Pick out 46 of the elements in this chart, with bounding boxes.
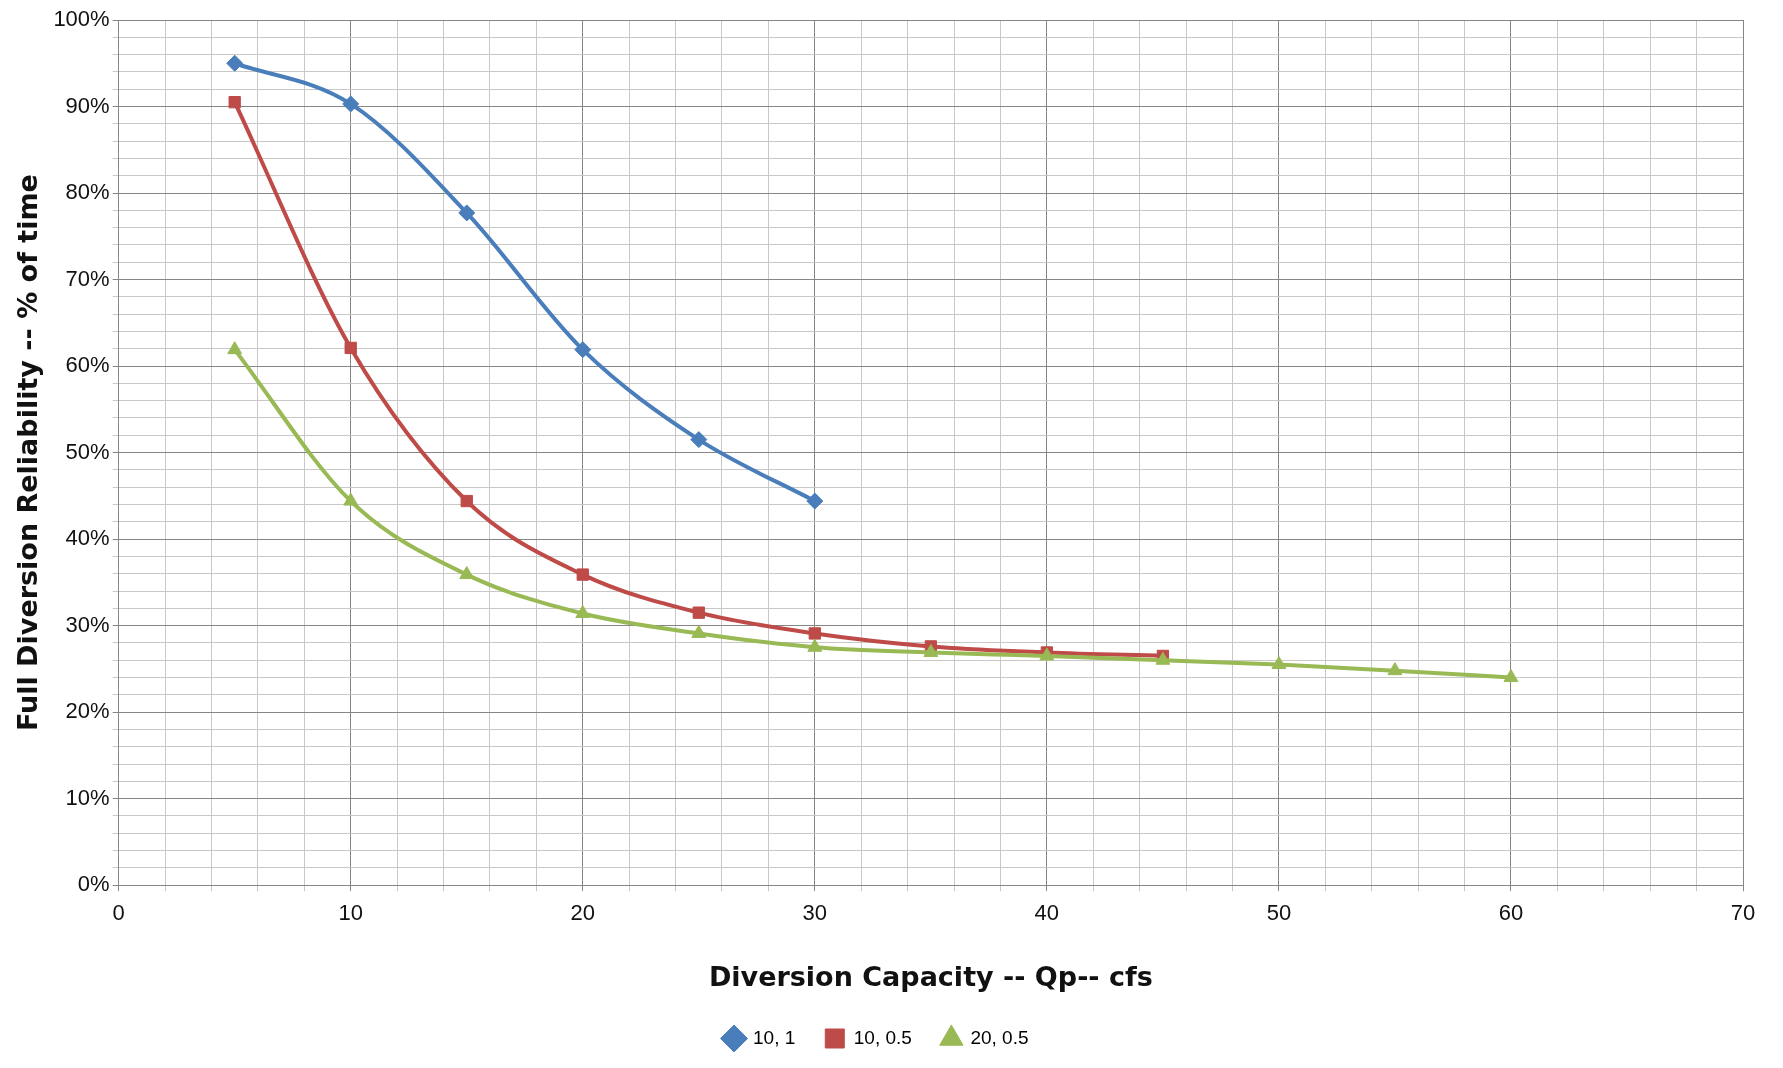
x-tick-label: 10 xyxy=(338,900,363,926)
point xyxy=(228,96,241,109)
point xyxy=(808,627,821,640)
y-tick-label: 60% xyxy=(65,352,110,378)
point xyxy=(227,341,243,355)
point xyxy=(575,605,591,619)
y-tick-label: 20% xyxy=(65,698,110,724)
y-tick-label: 40% xyxy=(65,525,110,551)
point xyxy=(1503,669,1519,683)
point xyxy=(343,492,359,506)
x-tick-label: 40 xyxy=(1034,900,1060,926)
y-axis-title: Full Diversion Reliability -- % of time xyxy=(12,174,44,732)
y-tick-label: 30% xyxy=(65,611,110,637)
point xyxy=(692,606,705,619)
legend-label: 10, 0.5 xyxy=(853,1026,912,1048)
x-tick-label: 50 xyxy=(1266,900,1292,926)
point xyxy=(691,624,707,638)
point xyxy=(1271,656,1287,670)
x-tick-label: 30 xyxy=(802,900,828,926)
point xyxy=(806,492,824,510)
x-tick-label: 70 xyxy=(1730,900,1756,926)
legend-label: 10, 1 xyxy=(753,1026,796,1048)
point xyxy=(807,638,823,652)
point xyxy=(226,54,244,72)
y-tick-label: 70% xyxy=(65,265,110,291)
x-axis-title: Diversion Capacity -- Qp-- cfs xyxy=(708,960,1153,992)
point xyxy=(344,341,357,355)
point xyxy=(923,643,939,657)
y-tick-label: 90% xyxy=(65,92,110,118)
x-tick-label: 60 xyxy=(1498,900,1524,926)
x-tick-label: 0 xyxy=(112,900,125,926)
point xyxy=(458,204,476,222)
legend-label: 20, 0.5 xyxy=(970,1026,1029,1048)
y-tick-label: 0% xyxy=(77,871,110,897)
point xyxy=(576,568,589,581)
y-tick-label: 50% xyxy=(65,438,110,464)
point xyxy=(459,566,475,580)
x-tick-label: 20 xyxy=(570,900,595,926)
y-tick-label: 80% xyxy=(65,179,110,205)
point xyxy=(690,431,708,449)
point xyxy=(1387,662,1403,676)
y-tick-label: 100% xyxy=(53,6,110,32)
point xyxy=(342,95,360,113)
point xyxy=(460,494,473,508)
point xyxy=(574,341,592,359)
y-tick-label: 10% xyxy=(65,784,110,810)
